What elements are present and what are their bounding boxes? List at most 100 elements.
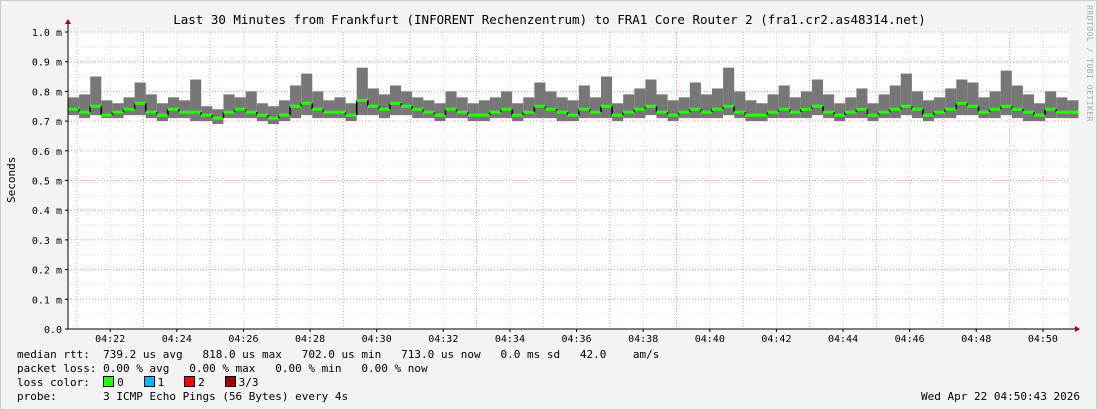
smoke-band	[456, 97, 468, 119]
smoke-band	[878, 94, 890, 119]
x-tick-label: 04:34	[495, 334, 525, 345]
loss-swatch-label: 2	[198, 376, 205, 389]
smoke-band	[534, 82, 546, 119]
x-axis-arrow	[1075, 326, 1080, 332]
smoke-band	[145, 94, 157, 119]
smoke-band	[1034, 103, 1046, 122]
y-tick-label: 0.0	[44, 325, 62, 336]
smoke-band	[689, 82, 701, 119]
smoke-band	[778, 85, 790, 119]
smoke-band	[789, 97, 801, 119]
loss-swatch-0	[103, 376, 115, 387]
smoke-band	[656, 94, 668, 119]
smoke-band	[567, 100, 579, 122]
y-tick-label: 0.5 m	[32, 177, 62, 188]
smoke-band	[545, 91, 557, 119]
smoke-band	[712, 88, 724, 119]
loss-color-row: loss color: 0 1 2 3/3	[17, 376, 258, 389]
y-tick-label: 0.7 m	[32, 117, 62, 128]
x-tick-label: 04:50	[1028, 334, 1058, 345]
x-tick-label: 04:40	[695, 334, 725, 345]
smoke-band	[1000, 70, 1012, 116]
x-tick-label: 04:48	[961, 334, 991, 345]
smoke-band	[390, 85, 402, 116]
smoke-band	[345, 103, 357, 122]
x-tick-label: 04:28	[295, 334, 325, 345]
smoke-band	[667, 100, 679, 122]
y-tick-label: 0.2 m	[32, 266, 62, 277]
smoke-band	[989, 91, 1001, 119]
x-tick-label: 04:30	[362, 334, 392, 345]
smoke-band	[179, 100, 191, 119]
loss-label: packet loss:	[17, 362, 97, 375]
smoke-band	[1011, 85, 1023, 119]
smoke-band	[512, 103, 524, 122]
smoke-band	[256, 103, 268, 122]
x-tick-label: 04:24	[162, 334, 192, 345]
smoke-band	[556, 97, 568, 122]
smoke-band	[267, 106, 279, 125]
x-tick-label: 04:36	[561, 334, 591, 345]
y-tick-label: 1.0 m	[32, 28, 62, 39]
smoke-band	[834, 103, 846, 122]
smoke-band	[823, 94, 835, 119]
probe-text: 3 ICMP Echo Pings (56 Bytes) every 4s	[103, 390, 349, 403]
smoke-band	[278, 100, 291, 122]
smoke-band	[312, 91, 324, 119]
median-rtt-row: median rtt: 739.2 us avg 818.0 us max 70…	[17, 348, 659, 361]
chart-title: Last 30 Minutes from Frankfurt (INFORENT…	[173, 12, 926, 27]
y-axis-label: Seconds	[5, 156, 18, 203]
smoke-band	[123, 97, 135, 116]
loss-swatch-3	[224, 376, 236, 387]
x-tick-label: 04:46	[895, 334, 925, 345]
smoke-band	[978, 97, 990, 119]
smoke-band	[501, 91, 513, 119]
smoke-band	[423, 100, 435, 119]
y-tick-label: 0.8 m	[32, 87, 62, 98]
y-tick-label: 0.3 m	[32, 236, 62, 247]
watermark: RRDTOOL / TOBI OETIKER	[1085, 5, 1094, 122]
smoke-band	[734, 91, 746, 119]
y-tick-label: 0.1 m	[32, 295, 62, 306]
smoke-band	[600, 76, 613, 119]
x-tick-label: 04:22	[95, 334, 125, 345]
smoke-band	[245, 91, 257, 119]
smoke-band	[911, 91, 923, 119]
loss-swatch-label: 3/3	[238, 376, 259, 389]
smoke-band	[867, 103, 879, 122]
y-tick-label: 0.9 m	[32, 58, 62, 69]
smoke-band	[845, 97, 857, 119]
x-tick-label: 04:42	[761, 334, 791, 345]
median-label: median rtt:	[17, 348, 90, 361]
probe-row: probe: 3 ICMP Echo Pings (56 Bytes) ever…	[17, 390, 348, 403]
smoke-band	[467, 103, 479, 122]
timestamp: Wed Apr 22 04:50:43 2026	[921, 390, 1080, 403]
x-tick-label: 04:44	[828, 334, 858, 345]
smoke-band	[589, 97, 601, 119]
smoke-band	[489, 97, 502, 119]
y-tick-label: 0.6 m	[32, 147, 62, 158]
smoke-band	[645, 79, 657, 116]
smoke-band	[856, 88, 868, 119]
smoke-band	[800, 91, 812, 119]
smoke-band	[356, 67, 368, 116]
smoke-band	[745, 100, 757, 122]
x-tick-label: 04:26	[228, 334, 258, 345]
smoke-band	[223, 94, 235, 119]
smoke-band	[945, 88, 957, 119]
smoke-band	[811, 79, 824, 116]
smoke-band	[323, 100, 335, 119]
median-stats: 739.2 us avg 818.0 us max 702.0 us min 7…	[103, 348, 660, 361]
smoke-band	[334, 97, 346, 119]
smoke-band	[301, 73, 313, 116]
smoke-band	[612, 103, 624, 122]
smoke-band	[623, 94, 635, 119]
smoke-band	[723, 67, 735, 116]
smoke-band	[478, 100, 490, 122]
smoke-band	[290, 85, 302, 119]
smoke-band	[956, 79, 968, 116]
smoke-band	[678, 97, 690, 119]
smoke-band	[634, 88, 646, 119]
smoke-band	[68, 97, 80, 116]
